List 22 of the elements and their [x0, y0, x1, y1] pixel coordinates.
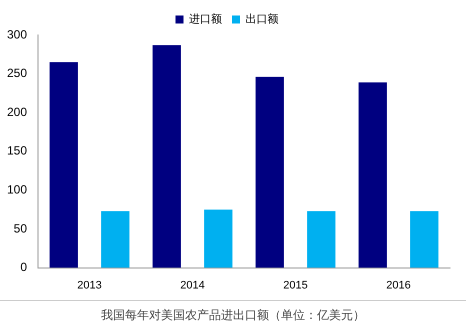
- legend-label: 出口额: [246, 12, 278, 26]
- y-tick-label: 250: [6, 66, 28, 80]
- x-tick-label: 2016: [386, 279, 411, 292]
- y-tick-label: 0: [20, 260, 28, 274]
- x-tick-label: 2014: [180, 279, 205, 292]
- x-tick-label: 2015: [283, 279, 308, 292]
- bar: [152, 45, 181, 268]
- text: 我国每年对美国农产品进出口额（单位：亿美元）: [0, 300, 466, 324]
- x-tick-label: 2013: [77, 279, 102, 292]
- bar: [50, 62, 78, 268]
- bar: [256, 76, 284, 268]
- legend-label: 进口额: [189, 12, 222, 26]
- bar: [101, 211, 130, 268]
- bar: [358, 82, 387, 268]
- bar: [204, 210, 232, 268]
- y-tick-label: 200: [6, 104, 28, 119]
- y-tick-label: 50: [14, 221, 28, 236]
- bar: [307, 211, 336, 268]
- bar: [410, 211, 438, 268]
- y-tick-label: 100: [6, 182, 28, 197]
- y-tick-label: 150: [6, 144, 28, 158]
- y-tick-label: 300: [6, 27, 28, 42]
